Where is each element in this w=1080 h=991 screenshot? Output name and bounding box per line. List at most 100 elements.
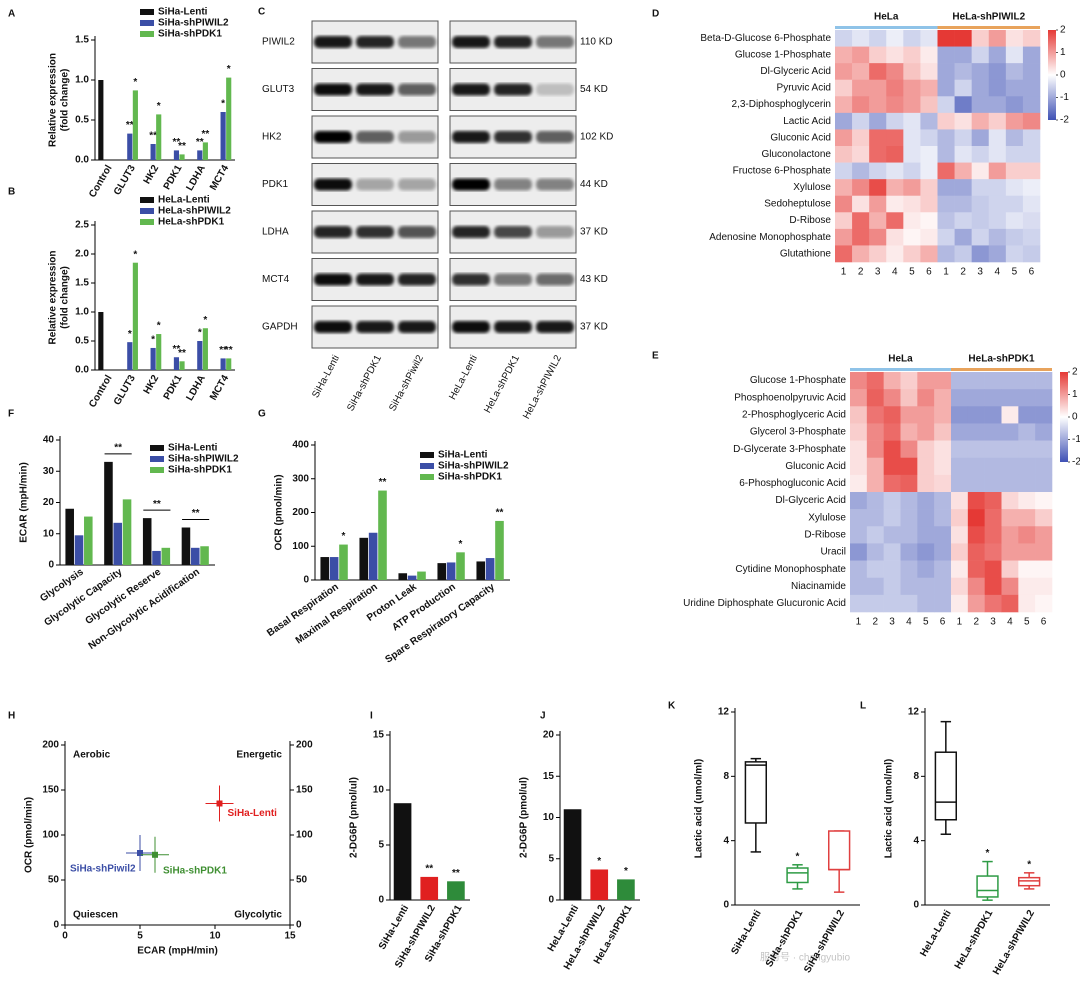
lane-label: HeLa-Lenti xyxy=(447,353,480,401)
size-label: 54 KD xyxy=(580,84,608,95)
heatmap-cell xyxy=(988,129,1007,147)
heatmap-cell xyxy=(954,129,972,147)
y-tick-label: 0 xyxy=(913,900,919,911)
y-axis-label: (fold change) xyxy=(60,266,71,329)
row-label: Fructose 6-Phosphate xyxy=(733,165,832,176)
legend-label: HeLa-shPDK1 xyxy=(158,217,225,228)
heatmap-cell xyxy=(951,457,969,476)
heatmap-cell xyxy=(886,129,904,147)
heatmap-cell xyxy=(954,112,972,130)
heatmap-cell xyxy=(920,46,938,64)
panel-label: E xyxy=(652,351,659,362)
x-tick-label: SiHa-shPIWIL2 xyxy=(802,908,847,975)
heatmap-cell xyxy=(971,162,990,180)
bar xyxy=(179,154,185,160)
heatmap-cell xyxy=(900,594,918,613)
heatmap-cell xyxy=(869,129,887,147)
heatmap-cell xyxy=(1018,543,1036,561)
y-tick-label: 20 xyxy=(543,730,555,741)
column-label: 6 xyxy=(1029,267,1035,278)
heatmap-cell xyxy=(850,594,868,613)
row-label: Glucose 1-Phosphate xyxy=(735,49,832,60)
box xyxy=(786,867,809,884)
heatmap-cell xyxy=(852,146,870,163)
heatmap-cell xyxy=(852,112,870,130)
legend-swatch xyxy=(140,208,154,214)
heatmap-cell xyxy=(903,146,921,163)
heatmap-cell xyxy=(1035,594,1053,613)
column-label: 4 xyxy=(892,267,898,278)
heatmap-cell xyxy=(954,228,972,246)
heatmap-cell xyxy=(1022,96,1041,114)
heatmap-cell xyxy=(971,212,990,230)
legend-label: SiHa-shPIWIL2 xyxy=(168,454,239,465)
heatmap-cell xyxy=(967,440,985,459)
panel-label: I xyxy=(370,711,373,722)
legend-label: HeLa-Lenti xyxy=(158,195,210,206)
bar xyxy=(617,879,635,900)
significance-label: ** xyxy=(496,508,504,519)
heatmap-cell xyxy=(937,129,955,147)
heatmap-cell xyxy=(984,474,1002,493)
y-tick-label: 0.5 xyxy=(75,336,89,347)
heatmap-cell xyxy=(917,577,935,596)
heatmap-cell xyxy=(1005,30,1024,47)
heatmap-cell xyxy=(883,423,901,441)
point-label: SiHa-Lenti xyxy=(228,808,278,819)
color-bar xyxy=(1060,372,1068,462)
heatmap-cell xyxy=(1018,406,1036,424)
panel-label: D xyxy=(652,9,659,20)
heatmap-cell xyxy=(1005,112,1024,130)
heatmap-cell xyxy=(1005,129,1024,147)
column-label: 6 xyxy=(1041,617,1047,628)
heatmap-cell xyxy=(866,509,884,527)
heatmap-cell xyxy=(984,594,1002,613)
quadrant-label: Aerobic xyxy=(73,750,111,761)
y-tick-label: 300 xyxy=(292,473,309,484)
y-tick-label: 40 xyxy=(43,435,55,446)
legend-swatch xyxy=(140,197,154,203)
heatmap-cell xyxy=(900,474,918,493)
color-tick-label: 0 xyxy=(1072,412,1078,423)
heatmap-cell xyxy=(835,195,853,213)
heatmap-cell xyxy=(934,509,952,527)
heatmap-cell xyxy=(886,79,904,97)
heatmap-cell xyxy=(866,406,884,424)
heatmap-cell xyxy=(850,543,868,561)
heatmap-cell xyxy=(917,594,935,613)
bar xyxy=(150,144,156,160)
heatmap-cell xyxy=(903,212,921,230)
significance-label: ** xyxy=(192,508,200,519)
heatmap-cell xyxy=(866,594,884,613)
color-tick-label: -1 xyxy=(1060,92,1069,103)
heatmap-cell xyxy=(1035,543,1053,561)
heatmap-cell xyxy=(984,423,1002,441)
heatmap-cell xyxy=(984,560,1002,579)
heatmap-cell xyxy=(917,509,935,527)
x-tick-label: HeLa-shPIWIL2 xyxy=(991,908,1037,977)
heatmap-cell xyxy=(886,96,904,114)
row-label: Glycerol 3-Phosphate xyxy=(750,427,847,438)
bar xyxy=(74,535,84,565)
column-label: 5 xyxy=(909,267,915,278)
row-label: Gluconic Acid xyxy=(770,132,831,143)
heatmap-cell xyxy=(917,474,935,493)
heatmap-cell xyxy=(1018,577,1036,596)
heatmap-cell xyxy=(903,46,921,64)
significance-label: * xyxy=(796,851,800,862)
bar xyxy=(197,150,203,160)
heatmap-cell xyxy=(1001,474,1019,493)
heatmap-cell xyxy=(988,162,1007,180)
heatmap-cell xyxy=(1035,509,1053,527)
heatmap-cell xyxy=(1001,594,1019,613)
heatmap-cell xyxy=(866,389,884,407)
legend-label: SiHa-Lenti xyxy=(168,443,218,454)
heatmap-cell xyxy=(920,79,938,97)
column-label: 1 xyxy=(957,617,963,628)
y-tick-label: 2.0 xyxy=(75,249,89,260)
heatmap-cell xyxy=(1035,423,1053,441)
band xyxy=(356,321,394,333)
significance-label: ** xyxy=(126,120,134,131)
panel-label: K xyxy=(668,701,676,712)
bar xyxy=(398,573,408,580)
